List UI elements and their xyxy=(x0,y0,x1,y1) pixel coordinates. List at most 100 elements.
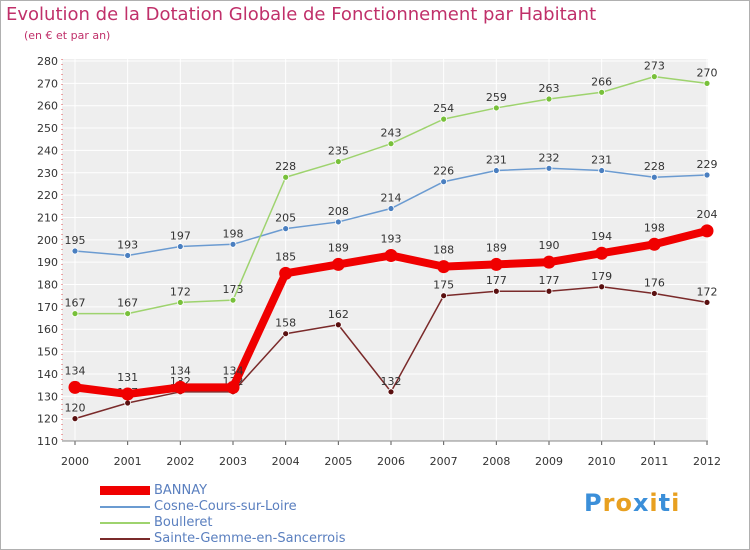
data-point xyxy=(173,380,187,394)
data-point xyxy=(71,247,79,255)
data-label: 204 xyxy=(697,208,718,221)
data-label: 188 xyxy=(433,244,454,257)
data-point xyxy=(489,257,503,271)
data-point xyxy=(650,73,658,81)
y-tick-label: 150 xyxy=(37,346,58,359)
data-label: 273 xyxy=(644,60,665,73)
y-tick-label: 130 xyxy=(37,390,58,403)
data-label: 228 xyxy=(275,160,296,173)
data-point xyxy=(387,140,395,148)
logo-letter: t xyxy=(658,489,672,517)
data-label: 198 xyxy=(644,221,665,234)
data-label: 259 xyxy=(486,91,507,104)
data-label: 177 xyxy=(539,274,560,287)
chart-title: Evolution de la Dotation Globale de Fonc… xyxy=(6,4,597,25)
data-label: 120 xyxy=(65,402,86,415)
x-tick-label: 2004 xyxy=(272,455,300,468)
y-tick-label: 170 xyxy=(37,301,58,314)
y-tick-label: 120 xyxy=(37,413,58,426)
y-tick-label: 210 xyxy=(37,211,58,224)
y-tick-label: 270 xyxy=(37,77,58,90)
x-tick-label: 2003 xyxy=(219,455,247,468)
data-label: 172 xyxy=(697,285,718,298)
data-point xyxy=(703,79,711,87)
data-point xyxy=(440,178,448,186)
data-point xyxy=(384,248,398,262)
data-point xyxy=(598,88,606,96)
data-point xyxy=(282,173,290,181)
data-point xyxy=(226,380,240,394)
data-label: 167 xyxy=(117,297,138,310)
x-tick-label: 2011 xyxy=(640,455,668,468)
data-label: 172 xyxy=(170,285,191,298)
data-label: 270 xyxy=(697,66,718,79)
y-tick-label: 110 xyxy=(37,435,58,448)
data-label: 173 xyxy=(223,283,244,296)
data-label: 226 xyxy=(433,165,454,178)
data-label: 194 xyxy=(591,230,612,243)
logo-letter: i xyxy=(649,489,659,517)
data-label: 195 xyxy=(65,234,86,247)
y-tick-label: 140 xyxy=(37,368,58,381)
data-label: 228 xyxy=(644,160,665,173)
data-label: 177 xyxy=(486,274,507,287)
logo-letter: x xyxy=(632,489,650,517)
data-point xyxy=(71,310,79,317)
data-label: 266 xyxy=(591,75,612,88)
data-point xyxy=(334,218,342,226)
x-tick-label: 2001 xyxy=(114,455,142,468)
x-tick-label: 2007 xyxy=(430,455,458,468)
x-tick-label: 2010 xyxy=(588,455,616,468)
data-point xyxy=(282,225,290,233)
data-label: 185 xyxy=(275,250,296,263)
data-label: 189 xyxy=(328,241,349,254)
data-point xyxy=(598,167,606,174)
data-point xyxy=(542,255,556,269)
data-point xyxy=(387,205,395,212)
legend-label-sainte-gemme: Sainte-Gemme-en-Sancerrois xyxy=(154,531,346,546)
data-point xyxy=(703,171,711,179)
y-tick-label: 250 xyxy=(37,122,58,135)
data-label: 134 xyxy=(170,364,191,377)
data-point xyxy=(334,158,342,165)
data-point xyxy=(229,240,237,248)
data-label: 205 xyxy=(275,212,296,225)
data-label: 132 xyxy=(381,375,402,388)
data-point xyxy=(437,260,451,274)
data-label: 175 xyxy=(433,279,454,292)
data-label: 162 xyxy=(328,308,349,321)
data-label: 179 xyxy=(591,270,612,283)
data-label: 189 xyxy=(486,241,507,254)
data-point xyxy=(121,387,135,401)
data-label: 232 xyxy=(539,151,560,164)
y-tick-label: 180 xyxy=(37,279,58,292)
y-tick-label: 200 xyxy=(37,234,58,247)
data-point xyxy=(492,287,500,295)
data-point xyxy=(440,115,448,123)
chart-subtitle: (en € et par an) xyxy=(24,29,111,42)
data-label: 254 xyxy=(433,102,454,115)
y-tick-label: 240 xyxy=(37,144,58,157)
data-label: 229 xyxy=(697,158,718,171)
legend-swatch-sainte-gemme xyxy=(100,538,150,540)
data-point xyxy=(124,252,132,259)
data-point xyxy=(700,224,714,238)
data-point xyxy=(387,388,395,396)
data-label: 231 xyxy=(591,154,612,167)
y-tick-label: 220 xyxy=(37,189,58,202)
x-tick-label: 2008 xyxy=(482,455,510,468)
data-point xyxy=(647,237,661,251)
y-tick-label: 190 xyxy=(37,256,58,269)
legend-label-bannay: BANNAY xyxy=(154,483,208,498)
data-label: 131 xyxy=(117,371,138,384)
data-label: 263 xyxy=(539,82,560,95)
x-tick-label: 2009 xyxy=(535,455,563,468)
logo-letter: o xyxy=(615,489,633,517)
x-tick-label: 2012 xyxy=(693,455,721,468)
data-point xyxy=(492,104,500,112)
y-tick-label: 280 xyxy=(37,55,58,68)
data-label: 198 xyxy=(223,227,244,240)
data-point xyxy=(595,246,609,260)
data-point xyxy=(492,167,500,174)
